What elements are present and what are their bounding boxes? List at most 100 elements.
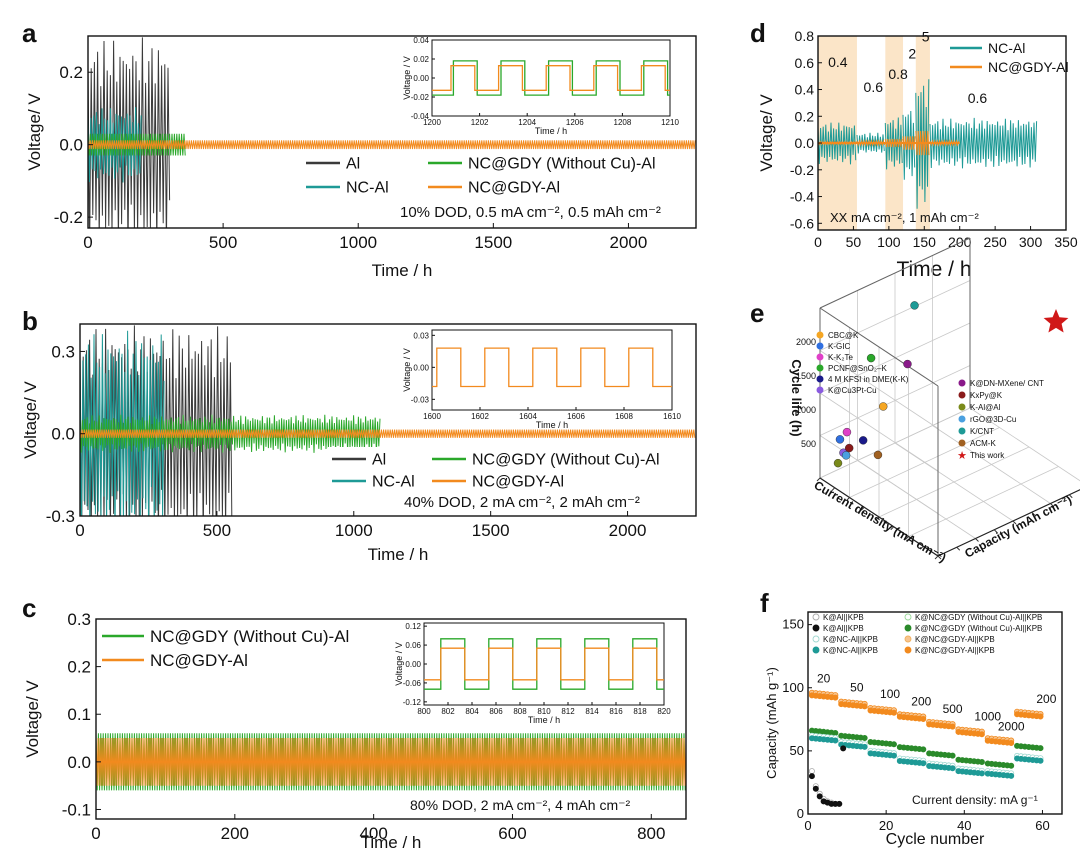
inset-y-tick-label: 0.02 (413, 55, 429, 64)
x-tick-label: 300 (1019, 234, 1043, 250)
x-tick-label: 600 (498, 824, 526, 843)
y-tick (1050, 503, 1054, 507)
y-tick-label: 0.4 (795, 82, 815, 98)
y-tick-label: -0.2 (790, 162, 814, 178)
data-point (842, 427, 852, 437)
data-point (816, 793, 823, 800)
inset-y-tick-label: 0.04 (413, 36, 429, 45)
inset-series-ncgdy (424, 647, 664, 681)
x-tick (890, 526, 895, 531)
inset-x-tick-label: 1202 (471, 118, 489, 127)
legend-label: K-K₂Te (828, 353, 853, 362)
axes-frame (79, 323, 697, 517)
series-nc-al (88, 107, 142, 183)
inset-x-tick-label: 808 (513, 707, 527, 716)
axes-frame (95, 618, 687, 820)
legend-marker (812, 635, 820, 643)
inset-y-tick-label: -0.06 (403, 679, 422, 688)
z-tick-label: 1500 (796, 371, 816, 381)
inset-x-tick-label: 816 (609, 707, 623, 716)
series-ncgdy (88, 140, 696, 150)
y-tick-label: -0.2 (54, 208, 83, 227)
rate-label: 0.8 (888, 66, 908, 82)
y-tick (956, 546, 961, 551)
x-tick (860, 506, 865, 511)
x-tick-label: 200 (221, 824, 249, 843)
inset-x-tick-label: 1606 (567, 412, 585, 421)
legend-star-icon: ★ (957, 450, 967, 462)
plot-area (88, 37, 696, 228)
y-axis-label: Voltage/ V (25, 93, 44, 171)
y-tick-label: -0.3 (46, 507, 75, 526)
x-tick-label: 100 (877, 234, 901, 250)
data-point (1037, 757, 1044, 764)
legend-marker (816, 331, 824, 339)
y-tick-label: 0.2 (59, 63, 83, 82)
inset-x-axis-label: Time / h (535, 126, 567, 136)
y-tick-label: -0.4 (790, 189, 814, 205)
x-tick (846, 497, 850, 501)
legend-label: NC@GDY (Without Cu)-Al (150, 627, 349, 646)
inset-frame (431, 39, 671, 117)
data-point (890, 709, 897, 716)
inset-x-tick-label: 1610 (663, 412, 681, 421)
legend-label: NC@GDY-Al (988, 59, 1069, 75)
panel-f: f 0 20 40 60 0 50 100 150 Capacity (mAh g⁻¹) Cycle… (760, 588, 1063, 848)
y-tick-label: 0.0 (51, 425, 75, 444)
data-point (858, 436, 868, 445)
y-tick-label: -0.1 (62, 800, 91, 819)
inset-y-axis-label: Voltage / V (402, 348, 412, 392)
inset-series-ncgdy (432, 65, 670, 91)
x-tick (816, 477, 821, 482)
rate-label: 5 (922, 28, 930, 44)
legend-label: NC-Al (988, 40, 1025, 56)
data-point (949, 765, 956, 772)
series-nc-al (818, 122, 857, 165)
data-point (833, 458, 843, 468)
legend-marker (816, 364, 824, 372)
legend-label: K@NC@GDY-Al||KPB (915, 635, 995, 644)
x-tick (934, 555, 939, 560)
data-point (840, 745, 847, 752)
plot-area (818, 36, 1038, 230)
data-point (808, 773, 815, 780)
data-point (978, 731, 985, 738)
legend-marker (904, 635, 912, 643)
grid-line (908, 466, 1059, 537)
legend-label: K@Al||KPB (823, 624, 864, 633)
axis-edge (819, 307, 939, 387)
data-point (1008, 772, 1015, 779)
rate-shade (885, 36, 904, 230)
x-tick-label: 500 (203, 521, 231, 540)
y-axis-label: Capacity (mAh g⁻¹) (764, 667, 779, 779)
z-tick-label: 2000 (796, 337, 816, 347)
inset-y-tick-label: 0.00 (413, 74, 429, 83)
data-point (1008, 762, 1015, 769)
x-tick (905, 536, 909, 540)
inset-frame (423, 622, 665, 706)
rate-label: 20 (817, 672, 831, 686)
inset-x-axis-label: Time / h (536, 420, 568, 430)
legend-marker (812, 624, 820, 632)
inset-x-axis-label: Time / h (528, 715, 560, 725)
data-point (832, 694, 839, 701)
legend-label: NC@GDY-Al (472, 474, 564, 491)
data-point (808, 768, 815, 775)
annotation: 40% DOD, 2 mA cm⁻², 2 mAh cm⁻² (404, 494, 640, 511)
panel-label: e (750, 298, 764, 328)
annotation: 80% DOD, 2 mA cm⁻², 4 mAh cm⁻² (410, 797, 630, 813)
legend-label: K-GIC (828, 342, 850, 351)
x-tick-label: 0 (91, 824, 100, 843)
legend-label: K@NC@GDY (Without Cu)-Al||KPB (915, 624, 1042, 633)
legend-label: NC@GDY-Al (468, 180, 560, 197)
grid-line (819, 280, 971, 351)
y-tick (937, 555, 942, 560)
data-point (890, 741, 897, 748)
legend-label: K-Al@Al (970, 403, 1001, 412)
y-tick-label: 0.3 (51, 342, 75, 361)
data-point (832, 729, 839, 736)
panel-label: c (22, 593, 36, 623)
legend-label: NC-Al (346, 180, 389, 197)
legend-marker (904, 624, 912, 632)
inset-x-tick-label: 1608 (615, 412, 633, 421)
